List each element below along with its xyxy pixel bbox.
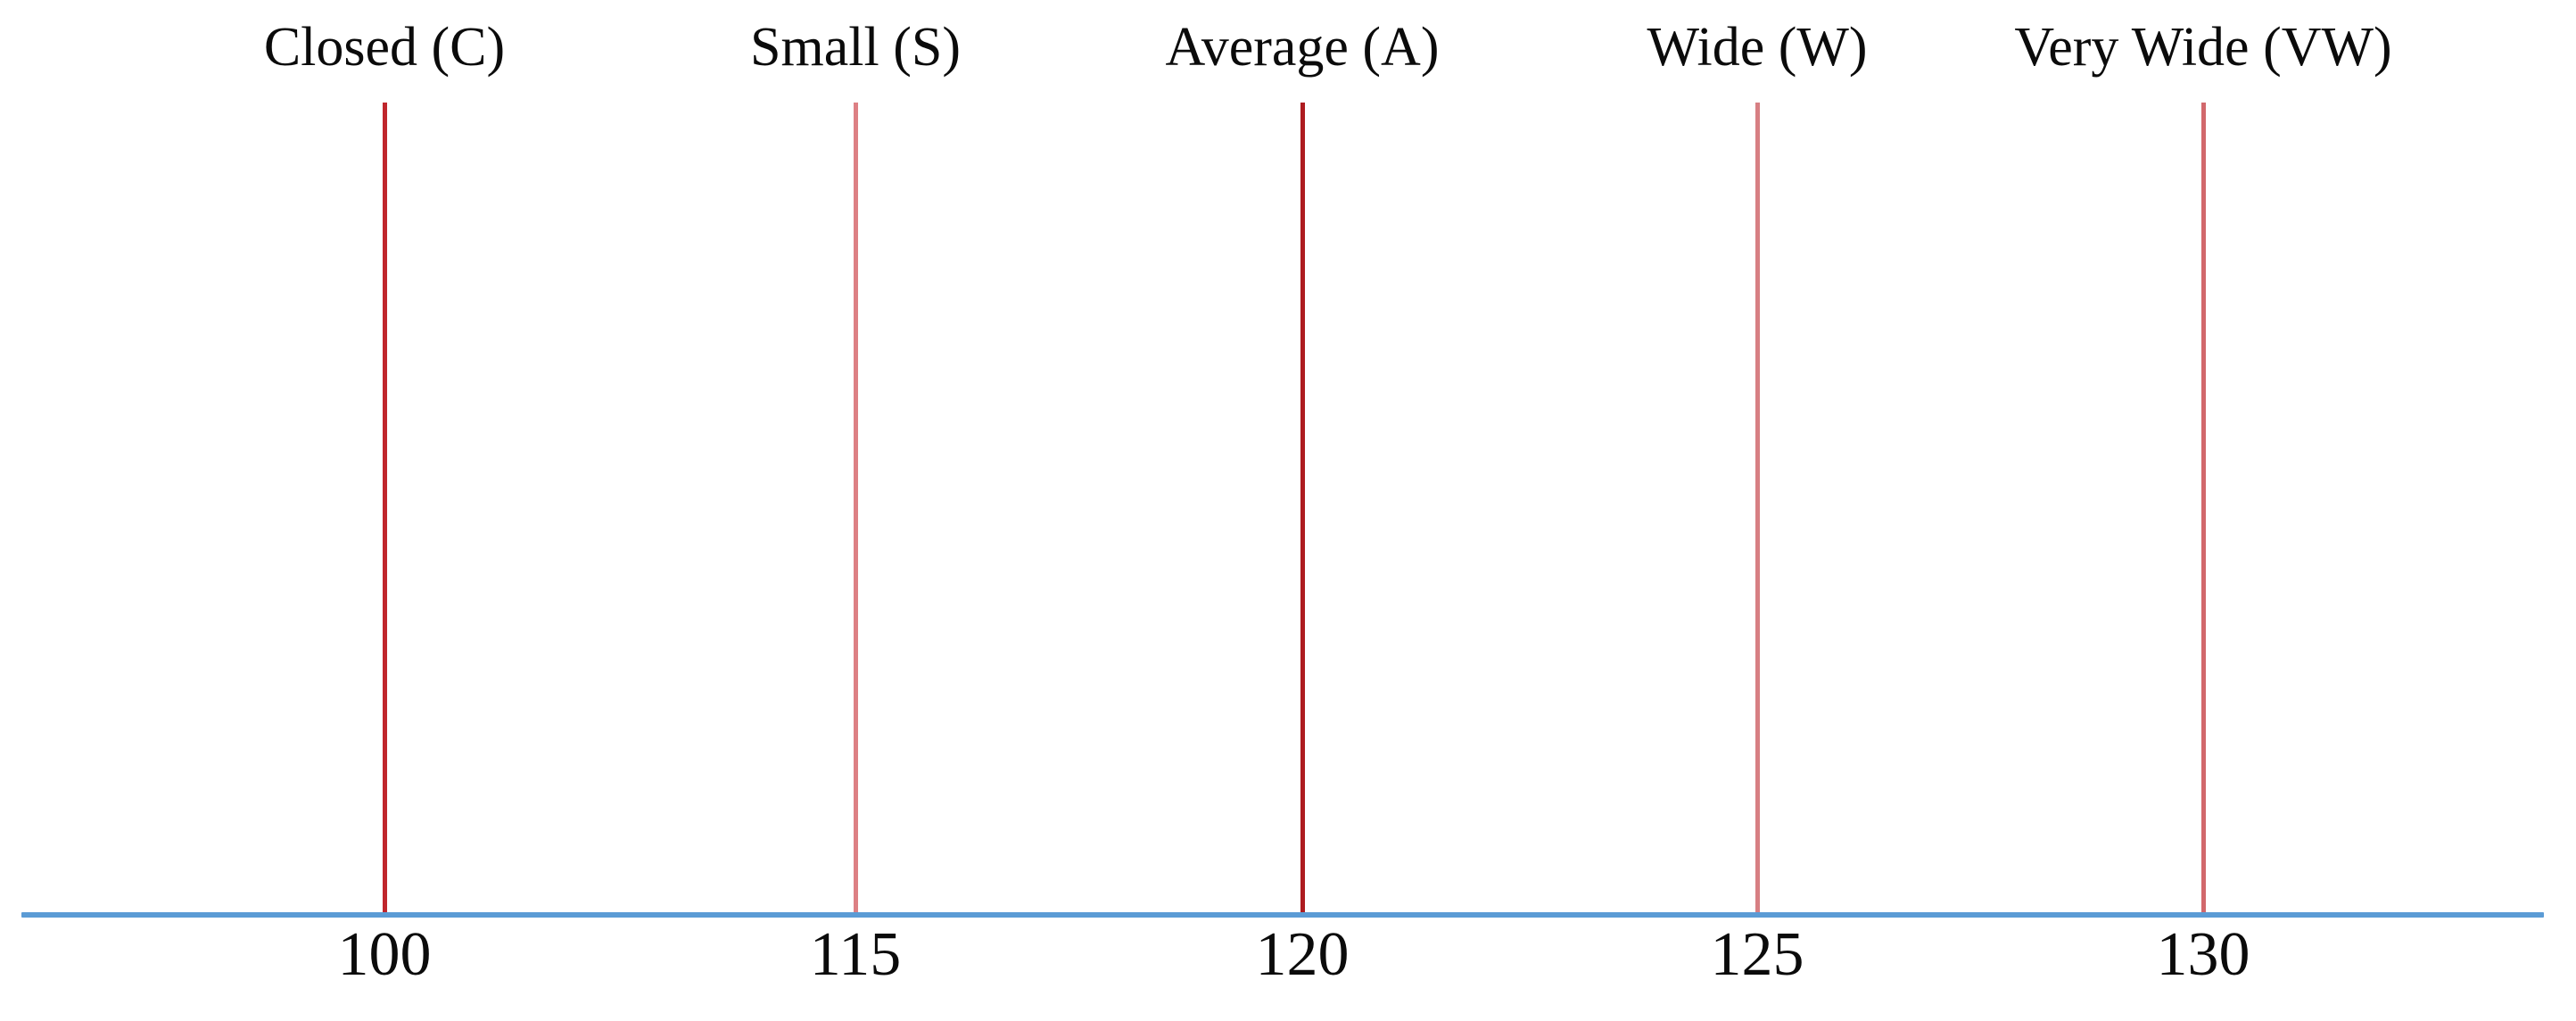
marker-line [2201, 103, 2206, 912]
marker-label: Wide (W) [1647, 17, 1868, 78]
marker-label: Small (S) [750, 17, 961, 78]
marker-line [1300, 103, 1305, 912]
marker-line [383, 103, 387, 912]
marker-value: 130 [2156, 920, 2250, 989]
marker-value: 115 [809, 920, 902, 989]
marker-label: Closed (C) [263, 17, 506, 78]
marker-line [854, 103, 858, 912]
horizontal-axis-line [21, 912, 2544, 918]
marker-value: 120 [1255, 920, 1350, 989]
marker-value: 100 [337, 920, 432, 989]
marker-line [1755, 103, 1760, 912]
marker-label: Very Wide (VW) [2014, 17, 2392, 78]
marker-label: Average (A) [1165, 17, 1440, 78]
marker-value: 125 [1710, 920, 1804, 989]
